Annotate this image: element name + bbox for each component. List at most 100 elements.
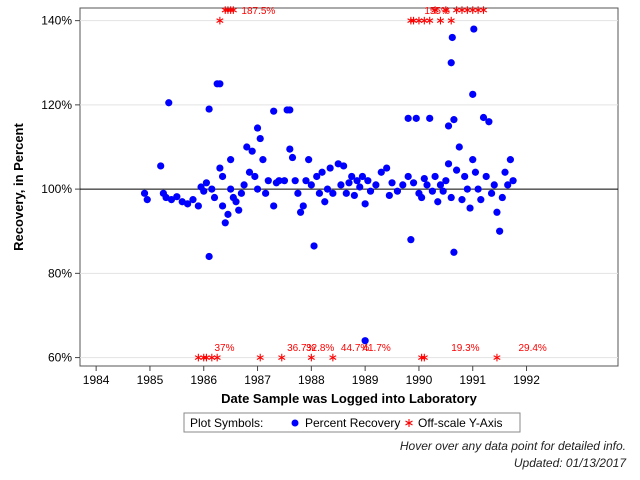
asterisk-stroke — [436, 18, 445, 24]
legend-asterisk-icon — [405, 419, 413, 427]
recovery-point — [447, 193, 455, 202]
recovery-point — [288, 153, 297, 162]
recovery-point — [208, 185, 216, 193]
recovery-point — [237, 189, 245, 197]
offscale-asterisk-point — [447, 16, 455, 25]
recovery-point — [345, 179, 353, 187]
recovery-point — [490, 181, 498, 189]
recovery-point — [165, 99, 173, 107]
recovery-point — [224, 210, 232, 218]
recovery-point — [455, 143, 463, 151]
recovery-point — [447, 59, 455, 67]
x-tick-label: 1992 — [513, 373, 540, 387]
recovery-point — [259, 156, 267, 164]
recovery-point — [280, 177, 289, 185]
recovery-point — [307, 181, 315, 189]
recovery-point — [321, 198, 329, 206]
recovery-point — [227, 156, 235, 164]
recovery-point — [245, 168, 254, 176]
recovery-point — [194, 202, 202, 210]
asterisk-stroke — [426, 18, 434, 24]
asterisk-stroke — [493, 355, 501, 360]
recovery-point — [305, 156, 313, 164]
recovery-point — [404, 172, 412, 181]
offscale-asterisk-point — [420, 353, 428, 362]
recovery-point — [407, 236, 415, 244]
offscale-value-label: 37% — [215, 343, 235, 354]
recovery-point — [461, 172, 469, 181]
recovery-point — [205, 252, 213, 261]
offscale-asterisk-point — [431, 6, 439, 14]
x-tick-label: 1991 — [459, 373, 486, 387]
recovery-point — [364, 177, 372, 185]
offscale-asterisk-point — [213, 353, 221, 362]
recovery-point — [498, 193, 506, 202]
recovery-point — [232, 198, 240, 206]
offscale-asterisk-point — [256, 353, 264, 362]
recovery-point — [189, 196, 197, 204]
offscale-asterisk-point — [307, 353, 315, 362]
legend-entry-label: Off-scale Y-Axis — [418, 416, 502, 430]
asterisk-stroke — [307, 355, 315, 360]
recovery-point — [434, 198, 442, 206]
recovery-point — [479, 113, 488, 122]
recovery-point — [218, 172, 227, 181]
recovery-point — [253, 185, 262, 193]
recovery-point — [275, 177, 283, 185]
recovery-point — [157, 162, 165, 170]
recovery-point — [470, 25, 478, 33]
recovery-point — [466, 204, 474, 212]
recovery-point — [329, 189, 337, 197]
recovery-point — [235, 206, 243, 214]
recovery-point — [448, 33, 456, 42]
recovery-point — [216, 164, 224, 172]
offscale-value-label: 187.5% — [241, 6, 275, 17]
recovery-point — [264, 177, 272, 185]
offscale-value-label: 32.8% — [306, 343, 334, 354]
recovery-point — [469, 156, 477, 164]
legend-circle-icon — [291, 419, 299, 427]
offscale-value-label: 155% — [424, 6, 450, 17]
x-axis-label: Date Sample was Logged into Laboratory — [221, 391, 477, 406]
recovery-point — [393, 187, 402, 195]
x-tick-label: 1984 — [83, 373, 110, 387]
recovery-point — [350, 191, 358, 200]
recovery-point — [428, 187, 436, 195]
recovery-point — [509, 177, 517, 185]
recovery-point — [353, 177, 361, 185]
recovery-point — [323, 185, 332, 193]
recovery-point — [450, 248, 458, 256]
recovery-point — [216, 80, 224, 88]
x-tick-label: 1990 — [406, 373, 433, 387]
x-tick-label: 1987 — [244, 373, 271, 387]
recovery-point — [501, 168, 509, 176]
recovery-point — [485, 118, 493, 126]
asterisk-stroke — [256, 355, 264, 360]
offscale-asterisk-point — [229, 6, 237, 14]
recovery-point — [383, 164, 391, 172]
recovery-point — [210, 193, 219, 202]
recovery-point — [482, 172, 490, 181]
recovery-point — [358, 172, 367, 181]
asterisk-stroke — [431, 7, 439, 13]
recovery-point — [404, 114, 412, 122]
asterisk-stroke — [278, 355, 286, 360]
recovery-point — [420, 174, 428, 183]
updated-note: Updated: 01/13/2017 — [513, 456, 626, 470]
recovery-point — [399, 181, 407, 189]
recovery-point — [487, 189, 496, 197]
legend: Plot Symbols: Percent Recovery Off-scale… — [183, 412, 521, 433]
asterisk-stroke — [213, 355, 221, 360]
recovery-point — [469, 90, 477, 98]
offscale-value-label: 44.7% — [341, 343, 369, 354]
y-tick-label: 80% — [48, 266, 72, 280]
recovery-point — [412, 114, 420, 122]
asterisk-stroke — [329, 355, 337, 360]
recovery-point — [442, 177, 450, 185]
recovery-point — [286, 145, 294, 153]
recovery-point — [361, 200, 369, 208]
asterisk-stroke — [420, 355, 428, 360]
recovery-point — [240, 181, 248, 189]
recovery-point — [310, 242, 318, 250]
